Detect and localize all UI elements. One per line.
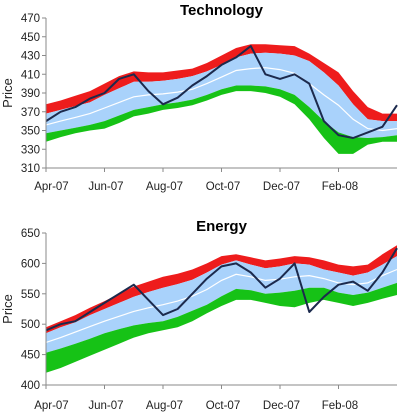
- chart2-mid-line: [45, 268, 398, 343]
- chart1-y-axis-label: Price: [0, 78, 15, 108]
- chart2-x-tick-label: Dec-07: [263, 400, 300, 412]
- chart2-y-axis-label: Price: [0, 294, 15, 324]
- chart1-y-tick-label: 350: [21, 126, 40, 138]
- chart1-y-tick-label: 370: [21, 107, 40, 119]
- chart1-title: Technology: [180, 2, 264, 19]
- chart1-y-tick-label: 470: [21, 13, 40, 25]
- chart2-y-tick-label: 600: [21, 258, 40, 270]
- chart1-price-line: [45, 45, 398, 139]
- chart2-y-tick-label: 650: [21, 228, 40, 240]
- chart2-x-tick-label: Oct-07: [206, 400, 241, 412]
- chart2-x-tick-label: Feb-08: [322, 400, 358, 412]
- chart1-lower-band: [46, 85, 397, 154]
- chart1-x-tick-label: Apr-07: [34, 181, 69, 193]
- chart1-y-tick-label: 330: [21, 144, 40, 156]
- chart2-upper-band: [46, 245, 397, 334]
- chart2-lower-band: [46, 282, 397, 373]
- chart2-inner-band: [46, 256, 397, 353]
- chart1-x-tick-label: Feb-08: [322, 181, 358, 193]
- chart2-y-tick-label: 550: [21, 289, 40, 301]
- chart1-y-tick-label: 430: [21, 51, 40, 63]
- chart2-y-tick-label: 400: [21, 380, 40, 392]
- chart2-y-tick-label: 500: [21, 319, 40, 331]
- chart1-y-tick-label: 390: [21, 88, 40, 100]
- chart2-x-tick-label: Jun-07: [88, 400, 123, 412]
- chart1-inner-band: [46, 52, 397, 139]
- chart2-title: Energy: [196, 218, 248, 235]
- chart1-y-tick-label: 410: [21, 69, 40, 81]
- chart1-y-tick-label: 310: [21, 163, 40, 175]
- chart1-y-tick-label: 450: [21, 32, 40, 44]
- chart1-mid-line: [45, 67, 398, 132]
- chart2-x-tick-label: Apr-07: [34, 400, 69, 412]
- chart2-y-tick-label: 450: [21, 350, 40, 362]
- chart1-x-tick-label: Oct-07: [206, 181, 241, 193]
- chart2-price-line: [45, 247, 398, 332]
- chart1-x-tick-label: Dec-07: [263, 181, 300, 193]
- chart1-x-tick-label: Aug-07: [146, 181, 183, 193]
- chart2-x-tick-label: Aug-07: [146, 400, 183, 412]
- chart1-x-tick-label: Jun-07: [88, 181, 123, 193]
